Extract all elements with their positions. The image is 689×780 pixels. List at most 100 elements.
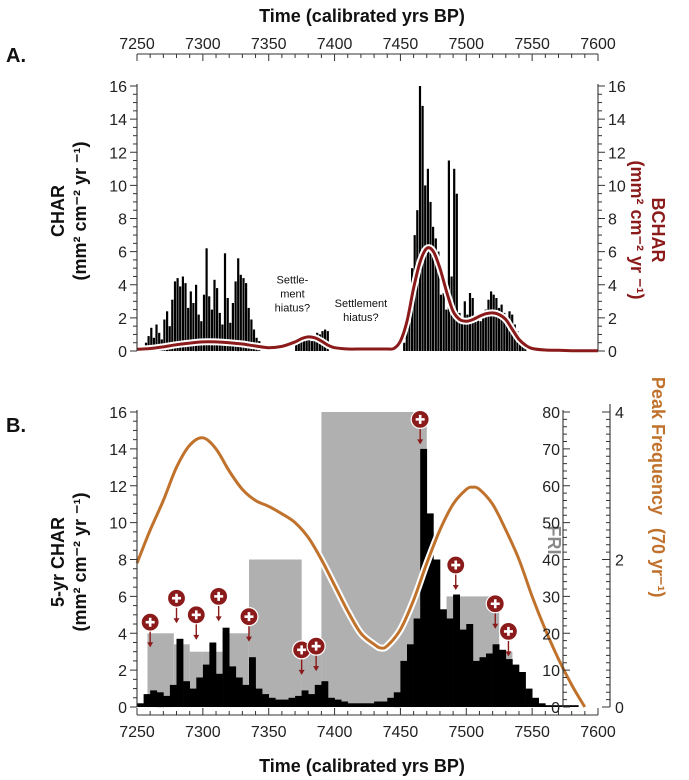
panel-b-left-tick-label: 2 [118,663,127,680]
char5-bar [156,692,164,708]
char5-bar [334,699,342,707]
panel-a-right-y-label-line1: BCHAR [648,198,668,263]
char5-bar [321,681,329,707]
top-x-tick-label: 7500 [448,36,484,53]
char-bar [466,314,469,351]
char5-bar [176,638,184,707]
char5-bar [407,644,414,707]
char-bar [247,307,250,351]
char-bar [171,299,174,351]
panel-b-left-tick-label: 8 [118,553,127,570]
char-bar [476,317,479,351]
char5-bar [472,660,480,707]
char-bar [216,288,219,351]
char-bar [495,298,498,351]
panel-b-x-tick-label: 7300 [185,724,221,741]
peak-plus-icon [311,641,321,651]
panel-b-left-tick-label: 0 [118,700,127,717]
char-bar [181,276,184,351]
char-bar [482,317,485,351]
char-bar [437,251,440,351]
panel-b-fri-tick-label: 80 [542,405,560,422]
bottom-x-axis-title: Time (calibrated yrs BP) [259,756,465,776]
char-bar [424,185,427,351]
char5-bar [413,618,421,707]
char-bar [434,238,437,351]
char-bar [179,286,182,351]
peak-arrow-head [245,636,252,642]
char-bar [223,253,227,351]
char5-bar [281,699,289,707]
char-bar [163,319,166,351]
peak-marker [446,555,466,591]
char-bar [237,258,240,352]
char5-bar [446,618,454,707]
char-bar [308,337,311,352]
panel-b-freq-label-line2: (70 yr⁻¹) [648,528,668,598]
char-bar [439,294,443,351]
char5-bar [354,703,362,707]
peak-arrow-head [417,439,424,445]
panel-b-fri-tick-label: 0 [551,700,560,717]
panel-a-right-tick-label: 12 [608,145,626,162]
panel-a: 7250 7300 7350 7400 7450 7500 7550 7600 0 0 2 2 4 4 6 6… [109,36,626,361]
top-x-axis-title: Time (calibrated yrs BP) [259,6,465,26]
char-bar [150,327,153,351]
panel-a-right-tick-label: 8 [608,212,617,229]
char-bar [239,274,242,351]
char-bar [471,298,474,351]
top-x-tick-label: 7300 [185,36,221,53]
char-bar [197,314,200,351]
char5-bar [183,681,190,707]
char5-bar [235,677,243,707]
char5-bar [459,629,467,707]
char-bar [503,312,506,351]
panel-b-freq-tick-label: 0 [615,700,624,717]
char-bar [474,317,477,351]
peak-marker [498,621,519,657]
peak-arrow-head [193,634,200,640]
char-bar [155,324,158,351]
peak-plus-icon [503,626,513,636]
panel-b-left-tick-label: 14 [109,442,127,459]
panel-b-left-tick-label: 12 [109,479,127,496]
char5-bar [262,694,269,707]
char-bar [192,303,195,351]
char5-bar [150,690,158,707]
char-bar [213,279,216,351]
char-bar [218,312,221,351]
char-bar [313,337,316,352]
char-bar [226,298,229,351]
panel-b-freq-tick-label: 2 [615,553,624,570]
panel-b-x-tick-label: 7350 [251,724,287,741]
char5-bar [545,705,553,707]
char5-bar [268,697,276,707]
char5-bar [387,697,395,707]
peak-arrow-head [313,666,320,672]
panel-a-left-tick-label: 0 [118,344,127,361]
char-bar [403,342,406,351]
panel-a-right-tick-label: 2 [608,311,617,328]
char-bar [242,278,245,351]
char5-bar [565,705,572,707]
char-bar [484,309,487,351]
peak-arrow-head [147,642,154,648]
char5-bar [558,705,566,707]
char5-bar [505,659,513,707]
top-x-tick-label: 7450 [383,36,419,53]
panel-a-left-tick-label: 4 [118,278,127,295]
panel-a-y-label-line2: (mm² cm⁻² yr ⁻¹) [70,141,90,280]
char-bar [453,168,456,351]
char5-bar [571,705,579,707]
char-bar [152,337,155,352]
panel-a-left-tick-label: 6 [118,245,127,262]
char5-bar [374,701,381,707]
char-bar [490,291,493,351]
char-bar [524,347,527,351]
panel-b-x-tick-label: 7550 [514,724,550,741]
char5-bar [255,688,263,707]
char-bar [295,344,298,351]
panel-b-fri-tick-label: 60 [542,479,560,496]
peak-marker [410,409,430,445]
